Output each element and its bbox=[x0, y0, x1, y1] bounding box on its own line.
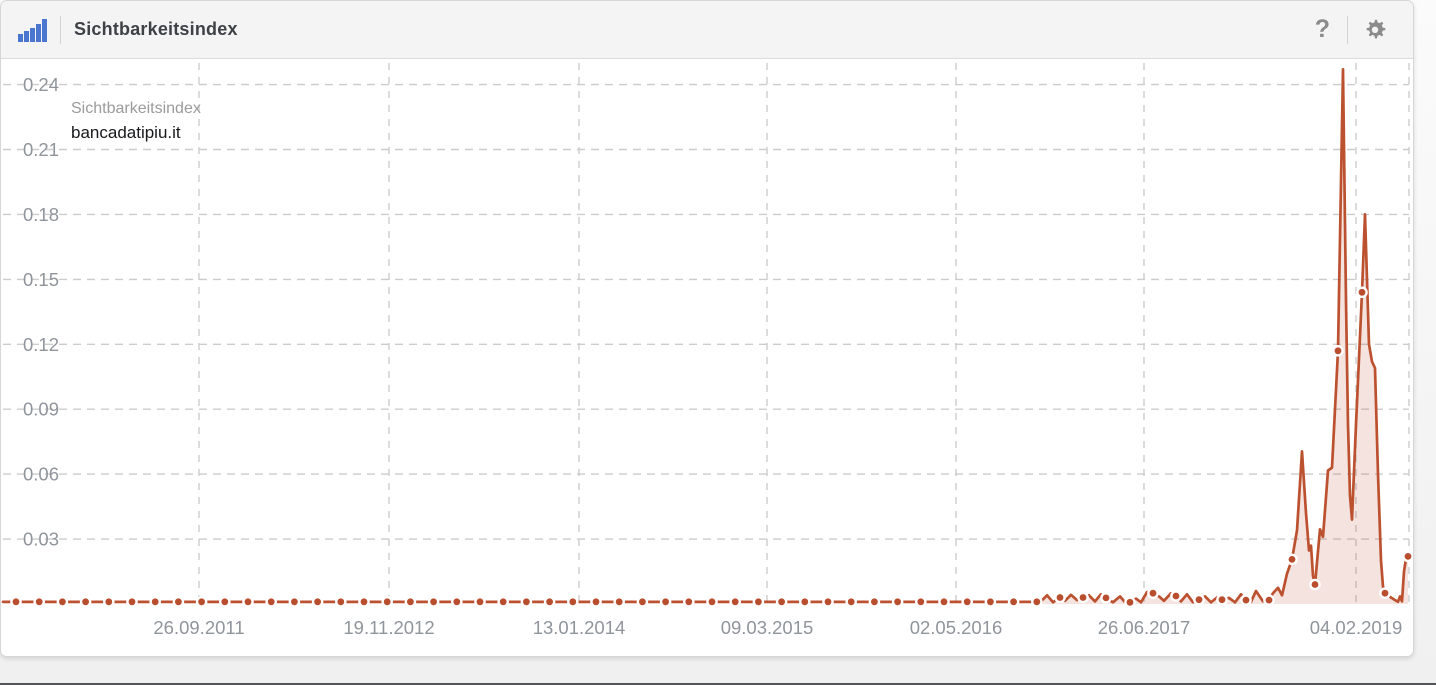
data-point-marker[interactable] bbox=[427, 596, 440, 608]
y-axis-tick-label: 0.09 bbox=[23, 399, 59, 420]
data-point-marker[interactable] bbox=[845, 596, 858, 608]
data-point-marker[interactable] bbox=[218, 596, 231, 608]
bar-chart-icon bbox=[18, 18, 47, 42]
data-point-marker[interactable] bbox=[381, 596, 394, 608]
data-point-marker[interactable] bbox=[1402, 550, 1413, 563]
y-axis-tick-label: 0.24 bbox=[23, 74, 59, 95]
data-point-marker[interactable] bbox=[1332, 344, 1344, 357]
data-point-marker[interactable] bbox=[10, 596, 22, 608]
data-point-marker[interactable] bbox=[1077, 591, 1089, 604]
data-point-marker[interactable] bbox=[103, 596, 115, 608]
x-axis-tick-label: 26.06.2017 bbox=[1098, 617, 1191, 638]
data-point-marker[interactable] bbox=[474, 596, 486, 608]
data-point-marker[interactable] bbox=[172, 596, 185, 608]
x-axis-tick-label: 09.03.2015 bbox=[721, 617, 814, 638]
chart-area[interactable]: 0.03 0.06 0.09 0.12 0.15 0.18 0.21 0.24 26.09.20… bbox=[1, 59, 1413, 656]
data-point-marker[interactable] bbox=[1379, 587, 1391, 600]
visibility-index-widget: Sichtbarkeitsindex ? 0.03 0.06 0.09 0.12 0.1… bbox=[0, 0, 1414, 657]
visibility-chart[interactable]: 0.03 0.06 0.09 0.12 0.15 0.18 0.21 0.24 26.09.20… bbox=[1, 59, 1413, 656]
data-point-marker[interactable] bbox=[126, 596, 138, 608]
data-point-marker[interactable] bbox=[265, 596, 278, 608]
data-point-marker[interactable] bbox=[358, 596, 370, 608]
data-point-marker[interactable] bbox=[404, 596, 417, 608]
data-point-marker[interactable] bbox=[1240, 594, 1252, 606]
data-point-marker[interactable] bbox=[961, 596, 974, 608]
header-divider bbox=[60, 15, 61, 44]
data-point-marker[interactable] bbox=[311, 596, 324, 608]
data-point-marker[interactable] bbox=[1054, 591, 1066, 604]
header-divider-right bbox=[1347, 15, 1348, 44]
x-axis-tick-label: 04.02.2019 bbox=[1310, 617, 1403, 638]
data-point-marker[interactable] bbox=[1286, 553, 1298, 566]
data-point-marker[interactable] bbox=[56, 596, 69, 608]
data-point-marker[interactable] bbox=[1193, 593, 1205, 606]
data-point-marker[interactable] bbox=[1170, 590, 1182, 602]
x-axis-tick-label: 19.11.2012 bbox=[343, 617, 434, 638]
data-point-marker[interactable] bbox=[683, 596, 695, 608]
x-axis-tick-label: 02.05.2016 bbox=[910, 617, 1003, 638]
widget-header: Sichtbarkeitsindex ? bbox=[1, 1, 1413, 59]
data-point-marker[interactable] bbox=[1356, 286, 1368, 299]
x-axis-tick-label: 13.01.2014 bbox=[533, 617, 626, 638]
data-point-marker[interactable] bbox=[1309, 578, 1321, 591]
data-point-marker[interactable] bbox=[543, 596, 556, 608]
y-axis-tick-label: 0.21 bbox=[23, 139, 59, 160]
data-point-marker[interactable] bbox=[1263, 594, 1275, 606]
data-point-marker[interactable] bbox=[984, 596, 997, 608]
data-point-marker[interactable] bbox=[1007, 596, 1020, 608]
data-point-marker[interactable] bbox=[288, 596, 301, 608]
data-point-marker[interactable] bbox=[1147, 587, 1159, 600]
data-point-marker[interactable] bbox=[79, 596, 92, 608]
data-point-marker[interactable] bbox=[891, 596, 904, 608]
gear-icon[interactable] bbox=[1361, 18, 1389, 42]
data-point-marker[interactable] bbox=[659, 596, 672, 608]
widget-title: Sichtbarkeitsindex bbox=[74, 19, 238, 39]
y-axis-tick-label: 0.18 bbox=[23, 204, 59, 225]
data-point-marker[interactable] bbox=[1216, 593, 1228, 606]
data-point-marker[interactable] bbox=[729, 596, 742, 608]
data-point-marker[interactable] bbox=[1100, 592, 1112, 604]
data-point-marker[interactable] bbox=[822, 596, 834, 608]
data-point-marker[interactable] bbox=[195, 596, 208, 608]
data-point-marker[interactable] bbox=[706, 596, 718, 608]
data-point-marker[interactable] bbox=[613, 596, 626, 608]
help-icon[interactable]: ? bbox=[1314, 15, 1330, 43]
y-axis-tick-label: 0.06 bbox=[23, 464, 59, 485]
data-point-marker[interactable] bbox=[915, 596, 927, 608]
data-point-marker[interactable] bbox=[590, 596, 602, 608]
y-axis-tick-label: 0.03 bbox=[23, 529, 59, 550]
data-point-marker[interactable] bbox=[752, 596, 765, 608]
x-axis-tick-label: 26.09.2011 bbox=[153, 617, 244, 638]
data-point-marker[interactable] bbox=[567, 596, 579, 608]
data-point-marker[interactable] bbox=[520, 596, 533, 608]
data-point-marker[interactable] bbox=[775, 596, 788, 608]
data-point-marker[interactable] bbox=[334, 596, 347, 608]
data-point-marker[interactable] bbox=[450, 596, 463, 608]
data-point-marker[interactable] bbox=[868, 596, 881, 608]
data-point-marker[interactable] bbox=[1124, 596, 1136, 609]
y-axis-tick-label: 0.12 bbox=[23, 334, 59, 355]
data-point-marker[interactable] bbox=[242, 596, 254, 608]
data-point-marker[interactable] bbox=[636, 596, 649, 608]
data-point-marker[interactable] bbox=[799, 596, 811, 608]
data-point-marker[interactable] bbox=[1031, 596, 1043, 608]
data-point-marker[interactable] bbox=[938, 596, 950, 608]
data-point-marker[interactable] bbox=[149, 596, 161, 608]
page-bottom-edge bbox=[0, 683, 1436, 685]
data-point-marker[interactable] bbox=[497, 596, 510, 608]
y-axis-tick-label: 0.15 bbox=[23, 269, 59, 290]
data-point-marker[interactable] bbox=[33, 596, 46, 608]
